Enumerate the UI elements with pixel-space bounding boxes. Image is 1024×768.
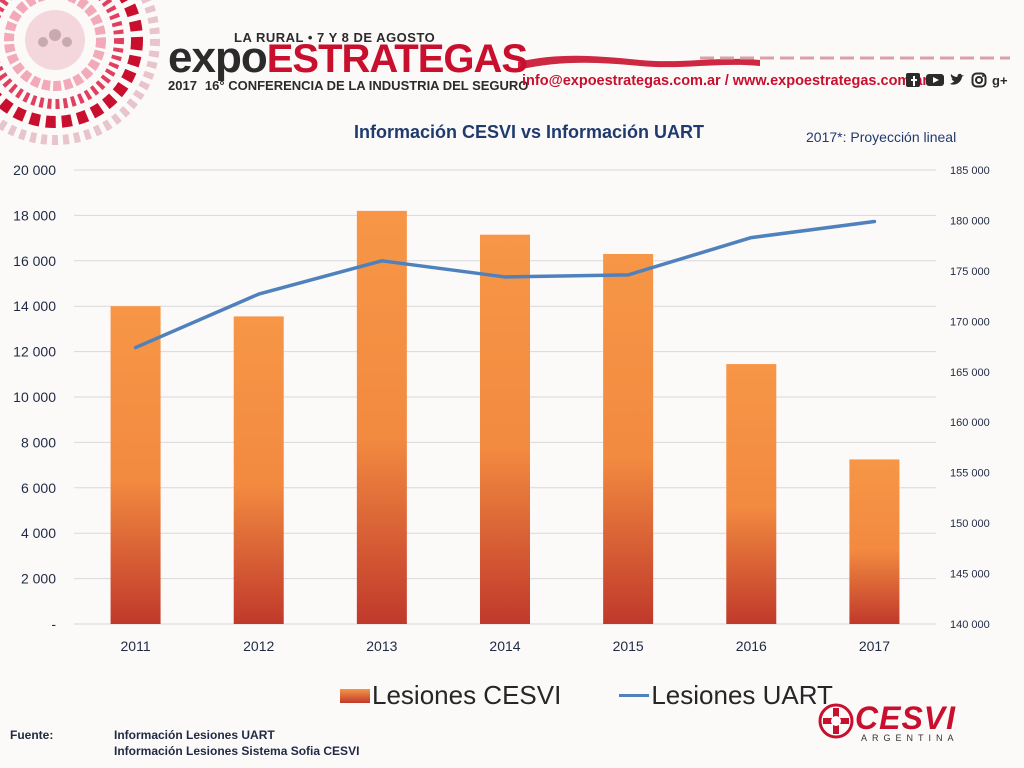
brand-estrategas: ESTRATEGAS <box>266 37 528 81</box>
legend-label-cesvi: Lesiones CESVI <box>372 680 562 710</box>
twitter-icon[interactable] <box>948 72 966 90</box>
google-plus-icon[interactable]: g+ <box>992 72 1010 90</box>
y-right-tick-label: 180 000 <box>950 215 990 227</box>
y-right-tick-label: 155 000 <box>950 468 990 480</box>
left-axis-ticks: - 2 000 4 000 6 000 8 000 10 000 12 000 14 000 1… <box>13 162 56 632</box>
x-tick-label: 2012 <box>243 638 274 654</box>
social-icons: g+ <box>904 72 1010 90</box>
y-left-tick-label: 4 000 <box>21 525 56 541</box>
bar-cesvi-2014 <box>480 234 530 624</box>
youtube-icon[interactable] <box>926 72 944 90</box>
x-tick-label: 2011 <box>121 638 151 654</box>
source-label: Fuente: <box>10 728 54 742</box>
y-right-tick-label: 185 000 <box>950 165 990 177</box>
y-left-tick-label: 18 000 <box>13 207 56 223</box>
chart-title: Información CESVI vs Información UART <box>353 122 705 142</box>
y-left-tick-label: 8 000 <box>21 434 56 450</box>
cesvi-wordmark: CESVI <box>855 700 957 736</box>
conference-line: 2017 16° CONFERENCIA DE LA INDUSTRIA DEL … <box>168 78 528 93</box>
y-right-tick-label: 140 000 <box>950 619 990 631</box>
bar-cesvi-2017 <box>849 459 900 624</box>
legend-swatch-cesvi <box>340 688 370 703</box>
y-left-tick-label: - <box>51 616 56 632</box>
bar-cesvi-2015 <box>603 253 654 625</box>
y-right-tick-label: 160 000 <box>950 417 990 429</box>
expoestrategas-logo: LA RURAL • 7 Y 8 DE AGOSTO expoESTRATEGA… <box>160 26 528 96</box>
x-tick-label: 2015 <box>613 638 644 654</box>
cesvi-country: ARGENTINA <box>861 733 959 743</box>
svg-text:g+: g+ <box>992 73 1008 88</box>
y-left-tick-label: 12 000 <box>13 344 56 360</box>
cesvi-emblem-icon <box>818 703 854 739</box>
bar-cesvi-2013 <box>356 210 407 625</box>
conference-name: 16° CONFERENCIA DE LA INDUSTRIA DEL SEGU… <box>204 78 529 93</box>
sunburst-emblem <box>0 0 160 145</box>
legend-item-cesvi: Lesiones CESVI <box>340 680 561 711</box>
brand-wordmark: expoESTRATEGAS <box>168 33 528 82</box>
event-date: LA RURAL • 7 Y 8 DE AGOSTO <box>234 30 436 45</box>
legend-item-uart: Lesiones UART <box>619 680 833 711</box>
cesvi-logo: CESVI ARGENTINA <box>815 700 985 748</box>
uart-line <box>133 219 877 350</box>
bar-cesvi-2016 <box>726 364 777 624</box>
source-uart: Información Lesiones UART <box>114 728 275 742</box>
x-axis-ticks: 2011 2012 2013 2014 2015 2016 2017 <box>121 638 891 654</box>
x-tick-label: 2014 <box>489 638 520 654</box>
y-left-tick-label: 2 000 <box>21 571 56 587</box>
y-left-tick-label: 20 000 <box>13 162 56 178</box>
event-year: 2017 <box>168 78 197 93</box>
right-axis-ticks: 140 000 145 000 150 000 155 000 160 000 165 0… <box>950 165 990 631</box>
cesvi-bars <box>110 210 900 625</box>
y-left-tick-label: 6 000 <box>21 480 56 496</box>
y-left-tick-label: 16 000 <box>13 253 56 269</box>
y-right-tick-label: 145 000 <box>950 569 990 581</box>
y-right-tick-label: 170 000 <box>950 316 990 328</box>
instagram-icon[interactable] <box>970 72 988 90</box>
facebook-icon[interactable] <box>904 72 922 90</box>
x-tick-label: 2016 <box>736 638 767 654</box>
y-right-tick-label: 175 000 <box>950 266 990 278</box>
bar-cesvi-2012 <box>233 316 284 624</box>
x-tick-label: 2017 <box>859 638 890 654</box>
contact-links[interactable]: info@expoestrategas.com.ar / www.expoest… <box>522 73 929 89</box>
chart-note: 2017*: Proyección lineal <box>806 129 957 145</box>
y-left-tick-label: 14 000 <box>13 298 56 314</box>
x-tick-label: 2013 <box>366 638 397 654</box>
y-right-tick-label: 150 000 <box>950 518 990 530</box>
legend-label-uart: Lesiones UART <box>651 680 833 710</box>
chart-legend: Lesiones CESVI Lesiones UART <box>340 680 891 711</box>
brand-expo: expo <box>168 33 268 82</box>
y-right-tick-label: 165 000 <box>950 367 990 379</box>
source-cesvi: Información Lesiones Sistema Sofia CESVI <box>114 744 360 758</box>
y-left-tick-label: 10 000 <box>13 389 56 405</box>
legend-swatch-uart <box>619 694 650 697</box>
bar-cesvi-2011 <box>110 306 161 624</box>
